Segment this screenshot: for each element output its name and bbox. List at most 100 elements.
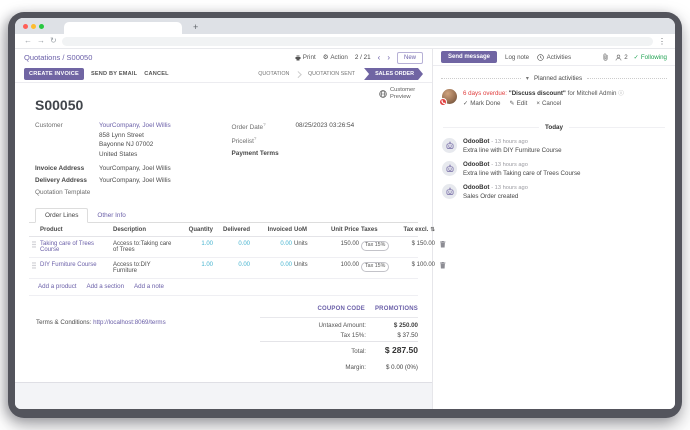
breadcrumb-quotations-link[interactable]: Quotations xyxy=(24,53,61,62)
col-invoiced[interactable]: Invoiced xyxy=(267,227,292,233)
followers-button[interactable]: 2 xyxy=(615,54,628,61)
totals-panel: COUPON CODE PROMOTIONS Untaxed Amount: $… xyxy=(260,306,418,374)
col-uom[interactable]: UoM xyxy=(294,227,307,233)
tab-order-lines[interactable]: Order Lines xyxy=(35,208,89,223)
cell-uom[interactable]: Units xyxy=(294,262,308,268)
planned-activities-header[interactable]: ▾ Planned activities xyxy=(441,75,667,82)
browser-menu-icon[interactable]: ⋮ xyxy=(658,36,666,46)
back-icon[interactable]: ← xyxy=(24,36,32,45)
status-step-sales-order[interactable]: SALES ORDER xyxy=(364,68,423,80)
add-note-link[interactable]: Add a note xyxy=(134,283,164,290)
new-button[interactable]: New xyxy=(396,51,423,64)
field-help-marker: ? xyxy=(253,136,257,142)
message-author[interactable]: OdooBot xyxy=(463,184,490,192)
tax-badge[interactable]: Tax 15% xyxy=(361,241,390,251)
cell-delivered[interactable]: 0.00 xyxy=(238,241,250,247)
following-label: Following xyxy=(640,53,667,61)
delivery-address-value[interactable]: YourCompany, Joel Willis xyxy=(99,177,171,184)
cancel-activity-button[interactable]: × Cancel xyxy=(536,100,562,108)
drag-handle-icon[interactable] xyxy=(29,262,38,269)
cell-quantity[interactable]: 1.00 xyxy=(201,262,213,268)
forward-icon[interactable]: → xyxy=(37,36,45,45)
chatter-message[interactable]: OdooBot - 13 hours ago Sales Order creat… xyxy=(433,181,675,204)
cell-uom[interactable]: Units xyxy=(294,241,308,247)
print-button[interactable]: Print xyxy=(295,54,316,61)
col-product[interactable]: Product xyxy=(40,227,63,233)
col-delivered[interactable]: Delivered xyxy=(222,227,250,233)
pager-next-icon[interactable]: › xyxy=(387,52,390,62)
cell-quantity[interactable]: 1.00 xyxy=(201,241,213,247)
edit-activity-button[interactable]: ✎ Edit xyxy=(509,100,528,108)
activity-item: 6 days overdue: "Discuss discount" for M… xyxy=(433,87,675,117)
tax-badge[interactable]: Tax 15% xyxy=(361,262,390,272)
person-icon xyxy=(615,54,622,61)
field-pricelist: Pricelist? xyxy=(232,136,413,145)
status-step-quotation-sent[interactable]: QUOTATION SENT xyxy=(307,71,356,77)
drag-handle-icon[interactable] xyxy=(29,241,38,248)
tax-label: Tax 15%: xyxy=(340,331,366,339)
window-controls xyxy=(23,18,44,34)
browser-tab[interactable] xyxy=(64,22,182,34)
action-button[interactable]: ⚙ Action xyxy=(323,54,348,61)
minimize-window-icon[interactable] xyxy=(31,23,36,29)
maximize-window-icon[interactable] xyxy=(39,23,44,29)
untaxed-amount-row: Untaxed Amount: $ 250.00 xyxy=(260,322,418,329)
cancel-button[interactable]: CANCEL xyxy=(144,71,169,77)
order-date-value[interactable]: 08/25/2023 03:26:54 xyxy=(295,122,355,129)
col-description[interactable]: Description xyxy=(113,227,147,233)
cell-description[interactable]: Access to:DIY Furniture xyxy=(113,262,151,274)
table-add-links: Add a product Add a section Add a note xyxy=(29,279,418,296)
cell-unit-price[interactable]: 150.00 xyxy=(340,241,359,247)
new-tab-icon[interactable]: + xyxy=(193,22,199,32)
chatter-message[interactable]: OdooBot - 13 hours ago Extra line with D… xyxy=(433,135,675,158)
col-tax-excl[interactable]: Tax excl. xyxy=(403,227,429,233)
tab-other-info[interactable]: Other Info xyxy=(97,212,126,219)
message-author[interactable]: OdooBot xyxy=(463,138,490,146)
table-row[interactable]: DIY Furniture Course Access to:DIY Furni… xyxy=(29,258,446,279)
browser-toolbar: ← → ↻ ⋮ xyxy=(15,34,675,49)
send-by-email-button[interactable]: SEND BY EMAIL xyxy=(90,71,138,77)
following-button[interactable]: ✓ Following xyxy=(634,54,667,61)
customer-link[interactable]: YourCompany, Joel Willis xyxy=(99,122,171,129)
reload-icon[interactable]: ↻ xyxy=(50,36,57,45)
col-quantity[interactable]: Quantity xyxy=(188,227,213,233)
col-taxes[interactable]: Taxes xyxy=(361,227,378,233)
chatter-message[interactable]: OdooBot - 13 hours ago Extra line with T… xyxy=(433,158,675,181)
cell-invoiced[interactable]: 0.00 xyxy=(280,241,292,247)
check-icon: ✓ xyxy=(463,100,469,108)
delete-row-icon[interactable] xyxy=(437,241,449,248)
url-bar[interactable] xyxy=(61,36,653,46)
cell-unit-price[interactable]: 100.00 xyxy=(340,262,359,268)
add-section-link[interactable]: Add a section xyxy=(86,283,125,290)
product-link[interactable]: Taking care of Trees Course xyxy=(40,241,95,253)
create-invoice-button[interactable]: CREATE INVOICE xyxy=(24,68,84,80)
product-link[interactable]: DIY Furniture Course xyxy=(40,262,97,268)
status-step-quotation[interactable]: QUOTATION xyxy=(258,71,290,77)
log-note-button[interactable]: Log note xyxy=(505,53,530,61)
terms-link[interactable]: http://localhost:8069/terms xyxy=(93,319,166,326)
promotions-button[interactable]: PROMOTIONS xyxy=(374,306,418,312)
add-product-link[interactable]: Add a product xyxy=(38,283,77,290)
invoice-address-value[interactable]: YourCompany, Joel Willis xyxy=(99,165,171,172)
coupon-code-button[interactable]: COUPON CODE xyxy=(317,306,365,312)
cell-invoiced[interactable]: 0.00 xyxy=(280,262,292,268)
paperclip-icon[interactable] xyxy=(602,53,609,61)
customer-preview-button[interactable]: Customer Preview xyxy=(379,87,422,100)
sort-icon[interactable]: ⇅ xyxy=(430,227,435,233)
send-message-button[interactable]: Send message xyxy=(441,51,498,63)
table-row[interactable]: Taking care of Trees Course Access to:Ta… xyxy=(29,237,446,258)
pager-previous-icon[interactable]: ‹ xyxy=(377,52,381,62)
cell-description[interactable]: Access to:Taking care of Trees xyxy=(113,241,172,253)
info-icon[interactable]: ⓘ xyxy=(618,91,624,97)
control-panel-actions: Print ⚙ Action 2 / 21 ‹ › New xyxy=(295,51,423,64)
col-unit-price[interactable]: Unit Price xyxy=(330,227,359,233)
mark-done-button[interactable]: ✓ Mark Done xyxy=(463,100,501,108)
close-window-icon[interactable] xyxy=(23,23,28,29)
message-body: Extra line with Taking care of Trees Cou… xyxy=(463,170,581,178)
delete-row-icon[interactable] xyxy=(437,262,449,269)
cell-delivered[interactable]: 0.00 xyxy=(238,262,250,268)
message-author[interactable]: OdooBot xyxy=(463,161,490,169)
customer-country: United States xyxy=(99,150,138,158)
message-timestamp: - 13 hours ago xyxy=(491,162,528,169)
activities-button[interactable]: Activities xyxy=(537,54,571,61)
